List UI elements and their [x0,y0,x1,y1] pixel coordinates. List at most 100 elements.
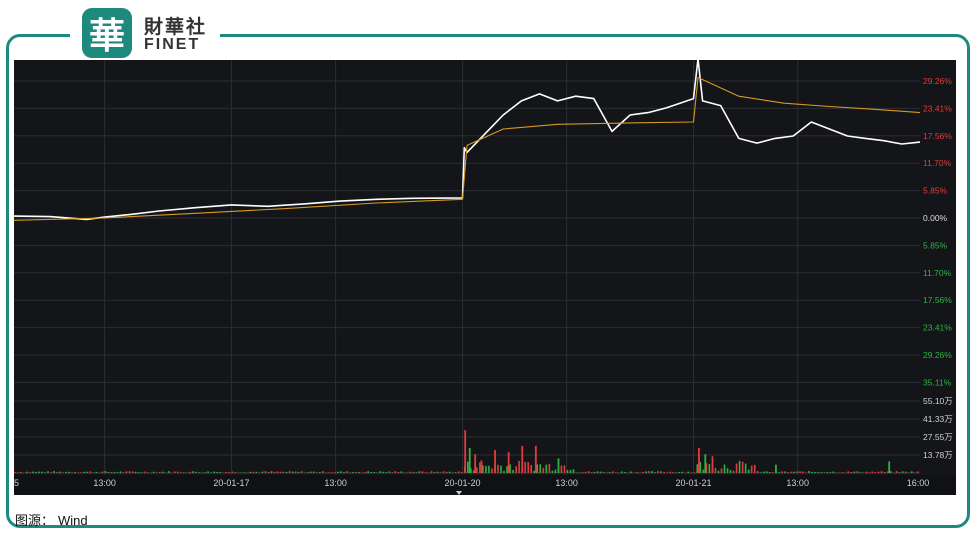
volume-bar-small [880,471,883,473]
volume-bar-small [832,471,835,473]
volume-bar-small [71,472,73,473]
volume-bar [480,460,483,473]
volume-bar-small [512,469,514,473]
volume-bar-small [282,471,285,473]
volume-bar-small [252,471,255,473]
volume-bar [557,458,560,473]
volume-bar-small [337,471,339,473]
volume-bar-small [258,472,261,473]
volume-bar-small [581,472,584,473]
volume-bar-small [152,471,155,473]
volume-bar-small [699,462,702,473]
volume-bar-small [491,468,493,473]
price-line [13,57,921,221]
volume-bar-small [137,472,140,473]
volume-bar-small [225,471,227,473]
volume-bar-small [95,471,98,473]
volume-bar-small [762,471,765,473]
volume-bar-small [596,471,599,473]
volume-bar-small [488,465,490,473]
stock-chart: 5 13:00 20-01-17 13:00 20-01-20 13:00 20-01-21… [13,53,956,495]
y-tick-label-down: 23.41% [923,323,952,333]
volume-bar-small [210,472,212,473]
volume-bar-small [183,472,185,473]
volume-bar-small [796,471,798,473]
caption-label: 图源： [15,513,55,528]
volume-bar-small [503,470,505,473]
volume-bar-small [228,472,231,473]
volume-bar-small [802,471,804,473]
volume-bar-small [787,472,789,473]
volume-bar-small [572,469,575,473]
volume-bar-small [279,471,282,473]
volume-bar-small [545,464,548,473]
volume-bar-small [554,469,557,473]
volume-bar-small [886,471,889,473]
y-tick-label-up: 5.85% [923,186,948,196]
volume-bar-small [32,471,34,473]
volume-bar-small [161,471,164,473]
volume-bar-small [651,471,653,473]
volume-bar-small [723,464,726,473]
volume-bar-small [575,472,578,473]
volume-tick-label: 13.78万 [923,450,953,460]
volume-bar-small [542,467,545,473]
volume-bar-small [729,469,732,473]
scroll-marker-icon [456,491,462,495]
volume-bar-small [457,471,460,473]
volume-bar-small [180,472,182,473]
volume-bar-small [829,472,831,473]
volume-bar-small [168,471,170,473]
volume-bar-small [871,471,874,473]
volume-bar-small [696,464,699,473]
volume-bar-small [820,472,822,473]
y-tick-label-down: 35.11% [923,377,952,387]
volume-bar-small [134,471,137,473]
volume-bar-small [198,472,200,473]
y-tick-label-down: 5.85% [923,240,948,250]
volume-bar-small [388,471,391,473]
volume-bar-small [104,471,107,473]
volume-bar-small [207,471,209,473]
volume-bar-small [877,471,880,473]
volume-bar-small [669,471,671,473]
volume-bar-small [690,472,693,473]
volume-bar-small [672,472,674,473]
volume-bar-small [678,472,680,473]
volume-bar [464,430,467,473]
volume-bar-small [642,471,644,473]
source-caption: 图源： Wind [15,510,92,529]
volume-bar-small [874,472,877,473]
volume-bar-small [654,472,656,473]
volume-bar-small [663,472,665,473]
x-axis-band [14,475,956,495]
volume-bar-small [276,471,279,473]
volume-bar-small [735,463,738,473]
volume-bar-small [367,471,369,473]
volume-bar-small [624,472,626,473]
volume-bar-small [790,471,792,473]
volume-bar-small [331,472,333,473]
volume-bar-small [645,471,647,473]
volume-bar-small [74,472,76,473]
volume-bar-small [14,471,16,473]
volume-bar-small [107,471,110,473]
volume-bar-small [421,471,424,473]
volume-bar-small [750,465,753,473]
x-tick-label: 13:00 [93,478,116,488]
volume-bar-small [865,471,868,473]
volume-bar-small [195,471,197,473]
volume-bar-small [288,471,291,473]
volume-bar-small [657,471,659,473]
y-tick-label-down: 11.70% [923,268,952,278]
volume-bar [698,447,700,473]
volume-bar-small [808,471,810,473]
logo-name-en: FINET [144,36,201,53]
volume-bar-small [319,472,321,473]
volume-bar-small [913,472,916,473]
volume-bar-small [358,472,360,473]
volume-bar-small [784,471,786,473]
volume-bar-small [146,472,149,473]
volume-bar-small [910,471,913,473]
volume-bar-small [364,471,366,473]
